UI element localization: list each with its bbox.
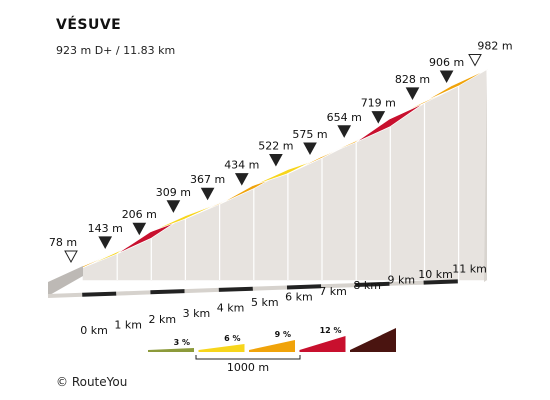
elevation-label: 654 m (327, 111, 362, 124)
distance-scale-block (218, 286, 253, 292)
distance-label: 8 km (353, 279, 381, 292)
distance-label: 7 km (319, 285, 347, 298)
elevation-marker (439, 70, 454, 84)
grade-legend: 3 % 6 % 9 % 12 % 1000 m (148, 326, 396, 374)
distance-scale-block (150, 289, 185, 295)
legend-swatch (299, 336, 346, 352)
elevation-label: 719 m (361, 97, 396, 110)
elevation-label: 828 m (395, 73, 430, 86)
side-wall-segment (219, 188, 255, 281)
distance-scale-block (321, 283, 356, 289)
side-wall-segment (321, 140, 357, 281)
side-wall-segment (458, 68, 488, 281)
elevation-label: 434 m (224, 159, 259, 172)
distance-scale-block (286, 284, 322, 290)
side-wall-segment (389, 102, 425, 281)
elevation-marker (405, 87, 420, 100)
distance-scale-block (184, 287, 219, 294)
chart-subtitle: 923 m D+ / 11.83 km (56, 44, 176, 57)
distance-scale-block (355, 281, 390, 287)
profile-side-wall (82, 68, 488, 282)
elevation-label: 206 m (122, 208, 157, 221)
legend-label: 12 % (320, 326, 342, 335)
endpoint-marker (468, 54, 482, 67)
distance-label: 9 km (388, 274, 416, 287)
distance-label: 5 km (251, 296, 279, 309)
elevation-marker (132, 222, 147, 236)
distance-label: 6 km (285, 290, 313, 303)
side-wall-segment (424, 85, 459, 281)
distance-scale-block (47, 292, 83, 298)
elevation-label: 78 m (49, 236, 77, 249)
side-wall-segment (355, 126, 391, 281)
chart-title: VÉSUVE (56, 17, 122, 33)
elevation-marker (303, 142, 317, 156)
distance-label: 0 km (80, 324, 108, 337)
distance-labels: 0 km 1 km 2 km 3 km 4 km 5 km 6 km 7 km 8 km 9 km… (80, 262, 487, 337)
scale-bar-label: 1000 m (227, 361, 269, 374)
elevation-marker (337, 125, 352, 138)
distance-label: 11 km (452, 262, 487, 275)
endpoint-marker (64, 250, 78, 264)
distance-scale-block (423, 279, 458, 285)
elevation-label: 309 m (156, 186, 191, 199)
elevation-label: 143 m (88, 222, 123, 235)
elevation-marker (234, 173, 249, 186)
distance-scale-block (252, 285, 288, 291)
elevation-label: 367 m (190, 173, 225, 186)
legend-label: 3 % (174, 338, 190, 347)
elevation-label: 575 m (292, 128, 327, 141)
side-wall-segment (287, 157, 323, 281)
distance-label: 3 km (183, 307, 211, 320)
distance-label: 2 km (149, 313, 177, 326)
profile-segment (423, 69, 488, 103)
elevation-marker (200, 187, 215, 201)
elevation-marker (371, 111, 386, 124)
legend-swatch (198, 344, 245, 352)
copyright-notice: © RouteYou (56, 375, 128, 389)
elevation-markers (64, 54, 482, 264)
distance-label: 1 km (114, 318, 142, 331)
legend-label: 6 % (224, 334, 240, 343)
distance-label: 10 km (418, 268, 453, 281)
elevation-label: 522 m (258, 140, 293, 153)
distance-scale-block (116, 290, 151, 296)
elevation-marker (166, 200, 181, 213)
distance-label: 4 km (217, 302, 245, 315)
profile-top-segments (47, 69, 488, 283)
legend-swatch (249, 340, 295, 352)
elevation-marker (269, 154, 283, 167)
legend-label: 9 % (275, 330, 291, 339)
distance-scale-block (82, 291, 117, 297)
profile-base (47, 266, 458, 298)
profile-start-face (48, 266, 83, 296)
distance-scale-block (389, 280, 424, 286)
elevation-marker (98, 236, 113, 249)
legend-swatch (350, 328, 396, 352)
legend-swatch (148, 348, 194, 352)
elevation-label: 982 m (477, 40, 512, 53)
elevation-label: 906 m (429, 56, 464, 69)
side-wall-end (484, 69, 487, 282)
scale-bar (195, 355, 301, 360)
